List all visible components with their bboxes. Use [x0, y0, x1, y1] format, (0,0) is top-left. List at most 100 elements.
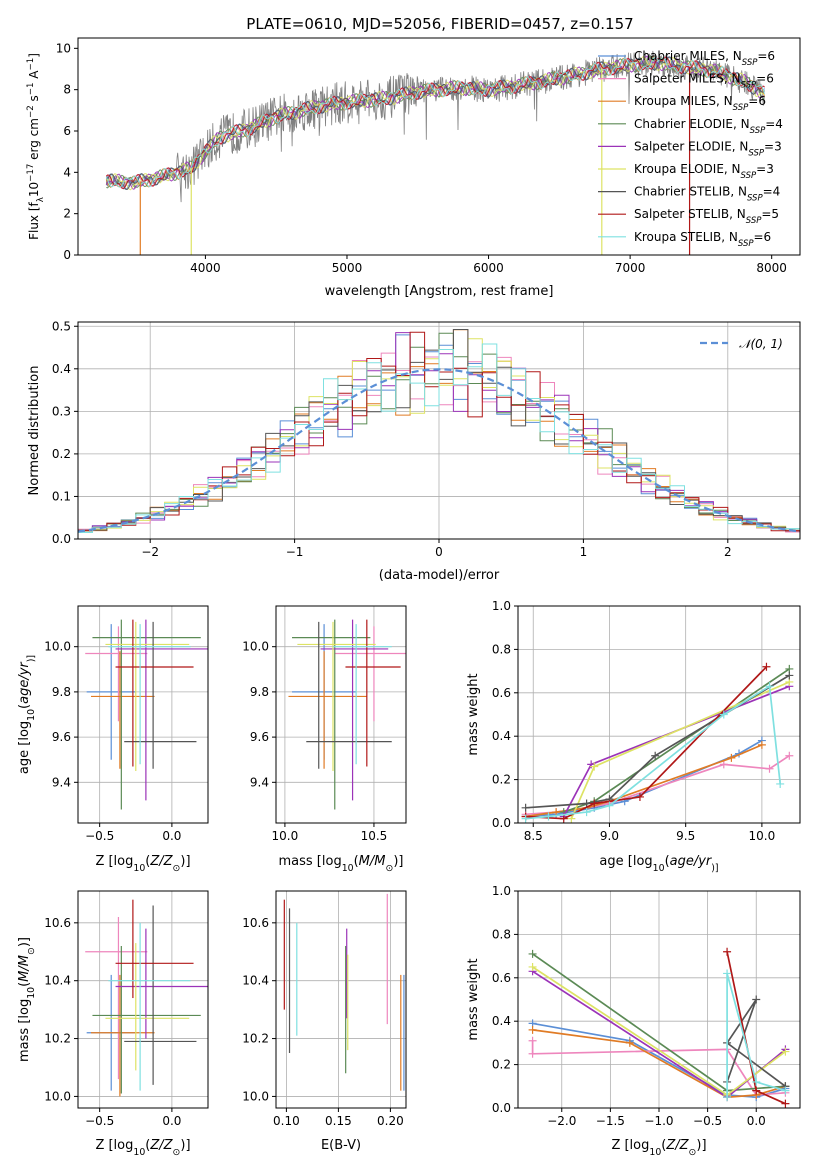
plot-area	[283, 893, 405, 1091]
y-tick-label: 0.5	[52, 319, 71, 333]
legend-nssp: =3	[764, 139, 782, 153]
y-tick-label: 0.0	[492, 1101, 511, 1115]
legend-label: Chabrier STELIB, NSSP=4	[634, 185, 780, 204]
figure-title: PLATE=0610, MJD=52056, FIBERID=0457, z=0…	[246, 15, 633, 33]
x-tick-label: 1	[580, 545, 588, 559]
weight-marker-chabrier_stelib	[651, 751, 660, 760]
legend-sub: SSP	[741, 171, 757, 181]
axes-box	[77, 605, 209, 824]
weight-marker-salpeter_stelib	[723, 947, 732, 956]
legend-name: Kroupa MILES, N	[634, 94, 733, 108]
label-part: erg cm	[27, 118, 41, 164]
label-part: (	[665, 854, 670, 869]
weight-marker-chabrier_stelib	[752, 995, 761, 1004]
plot-area	[528, 947, 790, 1108]
gaussian-curve	[78, 368, 800, 533]
x-tick-label: 0.0	[162, 829, 181, 843]
legend-sub: SSP	[733, 103, 749, 113]
legend-name: Salpeter ELODIE, N	[634, 139, 748, 153]
axes-frame: −0.5 0.0 9.4 9.6 9.8 10.0	[44, 605, 209, 843]
legend-nssp: =4	[763, 185, 781, 199]
label-part: ]	[27, 53, 41, 58]
label-part: )]	[711, 863, 718, 874]
weight-marker-salpeter_miles	[528, 1049, 537, 1058]
legend-nssp: =4	[765, 117, 783, 131]
weight-line-kroupa_stelib	[726, 973, 786, 1098]
y-tick-label: 0.1	[52, 489, 71, 503]
label-part: (	[354, 854, 359, 869]
y-tick-label: 9.6	[250, 730, 269, 744]
plot-mass_vs_age: 10.0 10.5 9.4 9.6 9.8 10.0 mass [log10(M/M⊙)]	[242, 605, 407, 874]
label-part: mass [log	[279, 854, 342, 869]
x-tick-label: −1.0	[644, 1114, 673, 1128]
y-tick-label: 10.6	[44, 916, 71, 930]
model-spectrum-kroupa_stelib	[105, 56, 766, 188]
legend-label: Chabrier MILES, NSSP=6	[634, 49, 775, 68]
legend-sub: SSP	[748, 148, 764, 158]
label-part: Z/Z	[149, 854, 173, 869]
label-part: 10	[342, 863, 354, 874]
weight-marker-kroupa_stelib	[582, 808, 591, 817]
y-axis-label: Flux [fλ10−17 erg cm−2 s−1 A−1]	[26, 53, 46, 240]
label-part: )]	[180, 854, 190, 869]
label-part: (	[17, 704, 32, 709]
label-part: (	[661, 1138, 666, 1153]
weight-marker-kroupa_miles	[727, 753, 736, 762]
axes-box	[275, 605, 407, 824]
legend-label: Salpeter MILES, NSSP=6	[634, 72, 774, 91]
legend-sub: SSP	[746, 216, 762, 226]
x-tick-label: 5000	[332, 261, 363, 275]
weight-marker-salpeter_stelib	[635, 792, 644, 801]
y-tick-label: 10.2	[44, 1032, 71, 1046]
x-tick-label: 4000	[190, 261, 221, 275]
y-axis-label: mass [log10(M/M⊙)]	[17, 937, 37, 1062]
label-part: Z/Z	[149, 1138, 173, 1153]
weight-marker-salpeter_stelib	[781, 1099, 790, 1108]
label-part: 10	[26, 709, 37, 721]
legend-nssp: =6	[757, 49, 775, 63]
weight-marker-kroupa_stelib	[723, 969, 732, 978]
label-part: age [log	[17, 721, 32, 774]
label-part: )]	[696, 1138, 706, 1153]
plot-area	[85, 619, 208, 810]
legend-sub: SSP	[742, 58, 758, 68]
y-tick-label: 10.0	[242, 1089, 269, 1103]
y-tick-label: 0.2	[52, 447, 71, 461]
gridlines	[276, 891, 406, 1108]
plot-residuals: −2 −1 0 1 2 0.0 0.1 0.2 0.3 0.4 0.5 (data-model)/er…	[27, 319, 801, 583]
y-tick-label: 0.2	[492, 773, 511, 787]
gridlines	[78, 891, 208, 1108]
y-axis-label: mass weight	[466, 958, 481, 1040]
gridlines	[78, 606, 208, 823]
plot-area	[521, 662, 794, 823]
x-tick-label: 10.0	[749, 829, 776, 843]
label-part: (	[145, 1138, 150, 1153]
y-tick-label: 10.0	[242, 640, 269, 654]
legend-name: Kroupa STELIB, N	[634, 230, 738, 244]
weight-marker-chabrier_stelib	[582, 799, 591, 808]
x-axis-label: mass [log10(M/M⊙)]	[279, 854, 404, 874]
label-part: (	[145, 854, 150, 869]
x-tick-label: −0.5	[85, 1114, 114, 1128]
label-part: A	[27, 70, 41, 83]
weight-marker-kroupa_elodie	[528, 962, 537, 971]
y-tick-label: 1.0	[492, 599, 511, 613]
x-axis-label: Z [log10(Z/Z⊙)]	[95, 1138, 190, 1158]
label-part: M/M	[359, 854, 386, 869]
x-tick-label: 10.0	[272, 829, 299, 843]
x-tick-label: 0.15	[325, 1114, 352, 1128]
label-part: ⊙	[385, 863, 393, 874]
legend-nssp: =5	[761, 207, 779, 221]
y-tick-label: 9.4	[52, 775, 71, 789]
x-tick-label: −2.0	[547, 1114, 576, 1128]
gridlines	[276, 606, 406, 823]
legend-name: Chabrier MILES, N	[634, 49, 742, 63]
y-tick-label: 8	[63, 83, 71, 97]
label-part: age/yr	[670, 854, 713, 869]
plot-area	[288, 619, 406, 810]
weight-marker-kroupa_stelib	[752, 1077, 761, 1086]
weight-marker-salpeter_stelib	[590, 799, 599, 808]
label-part: ⊙	[173, 1147, 181, 1158]
y-tick-label: 9.6	[52, 730, 71, 744]
